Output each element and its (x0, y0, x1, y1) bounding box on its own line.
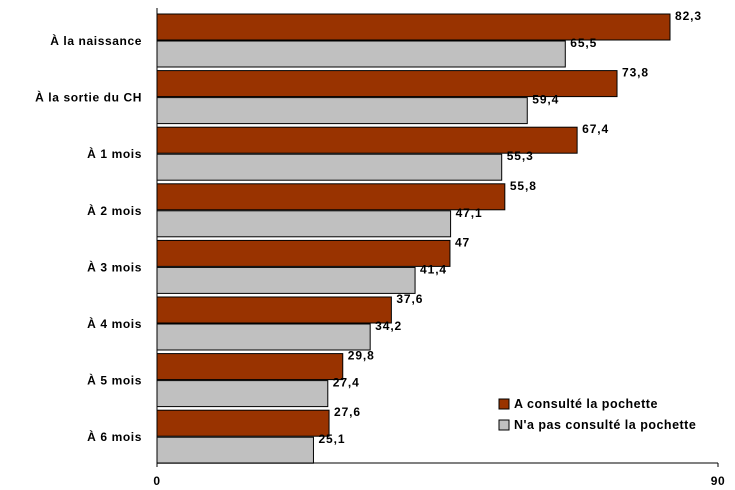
category-label-7: À 5 mois (87, 373, 142, 388)
value-label-series-1-6: 37,6 (396, 292, 423, 306)
bar-series-1-3 (156, 126, 578, 154)
x-axis: 0 90 (153, 8, 725, 488)
bar-series-1-4 (156, 183, 506, 211)
value-label-series-2-5: 41,4 (420, 262, 447, 276)
category-label-5: À 3 mois (87, 259, 142, 274)
bar-series-1-8 (156, 409, 330, 437)
bar-series-2-3 (156, 153, 503, 181)
value-label-series-2-3: 55,3 (507, 149, 534, 163)
legend: A consulté la pochette N'a pas consulté … (498, 397, 696, 432)
value-label-series-1-8: 27,6 (334, 405, 361, 419)
value-label-series-1-1: 82,3 (675, 9, 702, 23)
legend-label-series-2: N'a pas consulté la pochette (514, 418, 696, 432)
bar-series-1-1 (156, 13, 671, 41)
legend-swatch-series-2 (498, 419, 510, 431)
value-label-series-1-4: 55,8 (510, 179, 537, 193)
value-label-series-2-2: 59,4 (532, 93, 559, 107)
category-label-8: À 6 mois (87, 429, 142, 444)
bar-series-2-8 (156, 436, 314, 464)
labels-layer: 82,3 65,5 À la naissance 73,8 59,4 À la sorti… (35, 9, 702, 446)
value-label-series-1-3: 67,4 (582, 122, 609, 136)
legend-swatch-series-1 (498, 398, 510, 410)
value-label-series-2-8: 25,1 (318, 432, 345, 446)
bars-layer (156, 13, 671, 464)
category-label-2: À la sortie du CH (35, 90, 142, 105)
category-label-6: À 4 mois (87, 316, 142, 331)
bar-series-1-2 (156, 70, 618, 98)
bar-series-1-7 (156, 353, 344, 381)
bar-series-2-7 (156, 380, 329, 408)
category-label-3: À 1 mois (87, 146, 142, 161)
bar-series-2-2 (156, 97, 528, 125)
legend-label-series-1: A consulté la pochette (514, 397, 658, 411)
x-tick-label-2: 90 (711, 474, 726, 488)
value-label-series-2-7: 27,4 (333, 376, 360, 390)
value-label-series-1-2: 73,8 (622, 66, 649, 80)
x-tick-label-1: 0 (153, 474, 160, 488)
bar-series-2-6 (156, 323, 371, 351)
value-label-series-2-4: 47,1 (456, 206, 483, 220)
bar-series-2-4 (156, 210, 452, 238)
bar-series-2-1 (156, 40, 566, 68)
category-label-1: À la naissance (50, 33, 142, 48)
value-label-series-1-7: 29,8 (348, 349, 375, 363)
value-label-series-1-5: 47 (455, 235, 470, 249)
bar-series-2-5 (156, 266, 416, 294)
bar-series-1-5 (156, 239, 451, 267)
value-label-series-2-6: 34,2 (375, 319, 402, 333)
value-label-series-2-1: 65,5 (570, 36, 597, 50)
bar-series-1-6 (156, 296, 392, 324)
category-label-4: À 2 mois (87, 203, 142, 218)
